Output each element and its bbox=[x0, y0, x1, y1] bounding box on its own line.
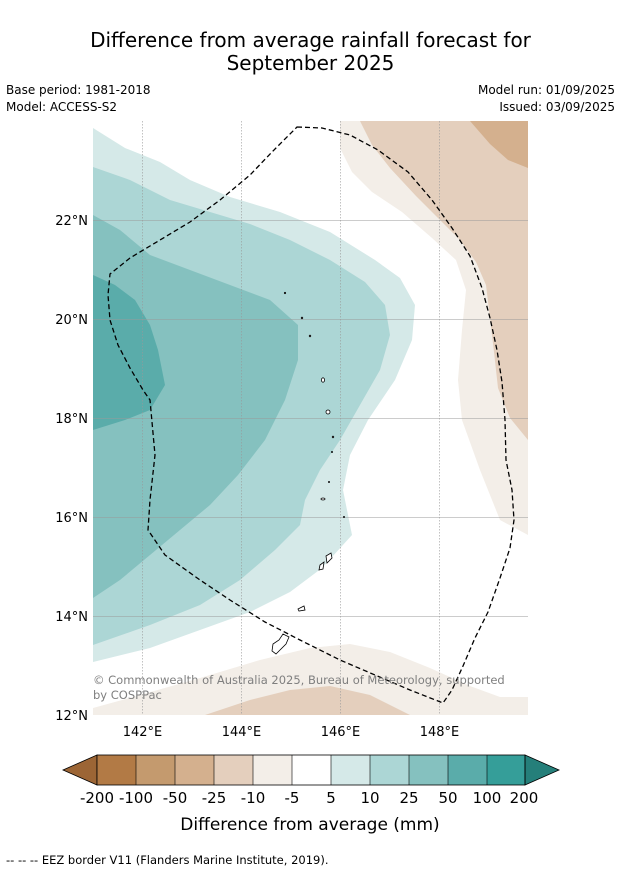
colorbar-tick-label: -10 bbox=[241, 789, 266, 807]
map-plot-area: © Commonwealth of Australia 2025, Bureau… bbox=[93, 121, 528, 715]
wet-anomaly-very-high-region bbox=[93, 275, 165, 430]
lon-label: 148°E bbox=[420, 725, 460, 740]
colorbar-segment bbox=[292, 755, 331, 785]
colorbar-tick-labels: -200 -100 -50 -25 -10 -5 5 10 25 50 100 … bbox=[80, 789, 538, 807]
island-dot bbox=[308, 334, 312, 338]
colorbar-outline bbox=[96, 754, 526, 786]
lat-label: 18°N bbox=[55, 412, 88, 427]
island-dot bbox=[342, 516, 345, 519]
base-period-text: Base period: 1981-2018 bbox=[6, 83, 151, 97]
colorbar-tick-label: -50 bbox=[163, 789, 188, 807]
lat-label: 22°N bbox=[55, 214, 88, 229]
lon-label: 146°E bbox=[321, 725, 361, 740]
lat-label: 12°N bbox=[55, 709, 88, 724]
island-dot bbox=[327, 480, 330, 483]
map-title-line-2: September 2025 bbox=[226, 51, 395, 75]
colorbar-label: Difference from average (mm) bbox=[180, 815, 439, 835]
island-dot bbox=[331, 435, 335, 439]
colorbar-tick-label: 10 bbox=[360, 789, 379, 807]
longitude-gridlines bbox=[142, 121, 440, 715]
colorbar-segment bbox=[487, 755, 525, 785]
island-guam bbox=[271, 633, 290, 655]
colorbar-max-extension bbox=[524, 754, 560, 786]
dry-anomaly-strong-region bbox=[470, 121, 528, 168]
copyright-line-1: © Commonwealth of Australia 2025, Bureau… bbox=[93, 673, 505, 687]
colorbar-tick-label: 100 bbox=[473, 789, 502, 807]
wet-anomaly-high-region bbox=[93, 215, 298, 598]
colorbar-segment bbox=[448, 755, 487, 785]
colorbar-segment bbox=[175, 755, 214, 785]
island-dot bbox=[300, 316, 304, 320]
colorbar-tick-label: 50 bbox=[438, 789, 457, 807]
island-anatahan bbox=[320, 497, 326, 501]
colorbar bbox=[62, 754, 560, 786]
model-run-text: Model run: 01/09/2025 bbox=[477, 83, 615, 97]
lon-label: 144°E bbox=[222, 725, 262, 740]
island-tinian bbox=[318, 561, 325, 571]
colorbar-min-extension bbox=[62, 754, 98, 786]
colorbar-tick-label: -25 bbox=[202, 789, 227, 807]
dry-anomaly-region bbox=[360, 121, 528, 440]
eez-border-line bbox=[107, 126, 515, 704]
colorbar-tick-label: 25 bbox=[399, 789, 418, 807]
eez-legend-text: -- -- -- EEZ border V11 (Flanders Marine… bbox=[6, 853, 329, 867]
island-agrihan bbox=[325, 409, 331, 415]
latitude-labels: 22°N 20°N 18°N 16°N 14°N 12°N bbox=[55, 214, 88, 724]
colorbar-segment bbox=[253, 755, 292, 785]
issued-date-text: Issued: 03/09/2025 bbox=[499, 100, 615, 114]
colorbar-segment bbox=[370, 755, 409, 785]
colorbar-tick-label: -5 bbox=[285, 789, 300, 807]
lon-label: 142°E bbox=[123, 725, 163, 740]
colorbar-tick-label: 200 bbox=[510, 789, 539, 807]
lat-label: 20°N bbox=[55, 313, 88, 328]
islands bbox=[271, 291, 345, 655]
island-saipan bbox=[325, 552, 333, 564]
map-title-line-1: Difference from average rainfall forecas… bbox=[90, 28, 531, 52]
colorbar-segment bbox=[97, 755, 136, 785]
latitude-gridlines bbox=[93, 220, 528, 617]
colorbar-segment bbox=[136, 755, 175, 785]
colorbar-tick-label: -100 bbox=[119, 789, 153, 807]
island-pagan bbox=[320, 377, 325, 383]
colorbar-tick-label: -200 bbox=[80, 789, 114, 807]
colorbar-segment bbox=[331, 755, 370, 785]
colorbar-segment bbox=[409, 755, 448, 785]
lat-label: 16°N bbox=[55, 511, 88, 526]
copyright-line-2: by COSPPac bbox=[93, 688, 162, 702]
longitude-labels: 142°E 144°E 146°E 148°E bbox=[123, 725, 460, 740]
lat-label: 14°N bbox=[55, 610, 88, 625]
island-rota bbox=[297, 605, 306, 612]
island-dot bbox=[283, 291, 287, 295]
colorbar-tick-label: 5 bbox=[326, 789, 336, 807]
dry-anomaly-south-region bbox=[205, 686, 410, 715]
dry-anomaly-south-light-region bbox=[93, 644, 528, 715]
model-name-text: Model: ACCESS-S2 bbox=[6, 100, 118, 114]
island-dot bbox=[330, 450, 333, 453]
colorbar-segment bbox=[214, 755, 253, 785]
